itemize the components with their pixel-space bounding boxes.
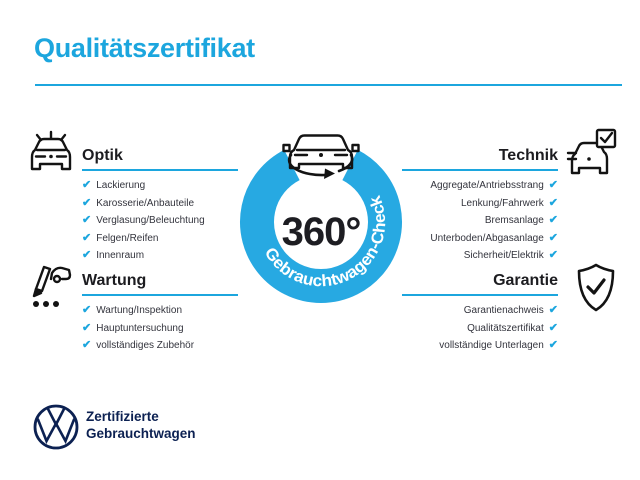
list-item: ✔ Innenraum: [82, 247, 302, 265]
check-icon: ✔: [82, 321, 92, 334]
item-label: Garantienachweis: [463, 305, 544, 317]
page-title: Qualitätszertifikat: [34, 33, 255, 63]
check-icon: ✔: [548, 214, 558, 227]
shield-check-icon: [574, 262, 618, 314]
car-rotate-icon: [282, 134, 360, 179]
list-item: Lenkung/Fahrwerk ✔: [340, 195, 558, 213]
section-header-optik: Optik: [82, 147, 238, 171]
check-icon: ✔: [548, 339, 558, 352]
section-label-technik: Technik: [498, 147, 558, 164]
garantie-item-list: Garantienachweis ✔ Qualitätszertifikat ✔ v…: [340, 302, 558, 355]
item-label: Aggregate/Antriebsstrang: [430, 180, 544, 192]
list-item: Aggregate/Antriebsstrang ✔: [340, 177, 558, 195]
item-label: Sicherheit/Elektrik: [463, 250, 544, 262]
list-item: ✔ Lackierung: [82, 177, 302, 195]
list-item: ✔ Karosserie/Anbauteile: [82, 195, 302, 213]
list-item: ✔ Hauptuntersuchung: [82, 320, 302, 338]
check-icon: ✔: [82, 339, 92, 352]
list-item: Bremsanlage ✔: [340, 212, 558, 230]
section-header-technik: Technik: [402, 147, 558, 171]
list-item: ✔ Wartung/Inspektion: [82, 302, 302, 320]
item-label: Wartung/Inspektion: [96, 305, 183, 317]
footer-brand-line2: Gebrauchtwagen: [86, 426, 196, 441]
item-label: Lenkung/Fahrwerk: [460, 197, 544, 209]
technik-item-list: Aggregate/Antriebsstrang ✔ Lenkung/Fahrwe…: [340, 177, 558, 265]
section-header-garantie: Garantie: [402, 272, 558, 296]
section-label-wartung: Wartung: [82, 272, 147, 289]
item-label: Innenraum: [96, 250, 145, 262]
list-item: ✔ Felgen/Reifen: [82, 230, 302, 248]
list-item: vollständige Unterlagen ✔: [340, 337, 558, 355]
check-icon: ✔: [548, 249, 558, 262]
check-icon: ✔: [548, 321, 558, 334]
item-label: Hauptuntersuchung: [96, 322, 184, 334]
check-icon: ✔: [82, 231, 92, 244]
check-icon: ✔: [548, 196, 558, 209]
item-label: Verglasung/Beleuchtung: [96, 215, 205, 227]
item-label: Felgen/Reifen: [96, 232, 159, 244]
item-label: Unterboden/Abgasanlage: [430, 232, 544, 244]
section-header-wartung: Wartung: [82, 272, 238, 296]
wartung-item-list: ✔ Wartung/Inspektion ✔ Hauptuntersuchung ✔…: [82, 302, 302, 355]
footer-brand-line1: Zertifizierte: [86, 409, 159, 424]
check-icon: ✔: [548, 231, 558, 244]
footer-brand-text: Zertifizierte Gebrauchtwagen: [86, 408, 196, 442]
car-checkbox-icon: [566, 127, 618, 177]
list-item: ✔ Verglasung/Beleuchtung: [82, 212, 302, 230]
check-icon: ✔: [548, 179, 558, 192]
item-label: vollständige Unterlagen: [439, 340, 544, 352]
check-icon: ✔: [82, 214, 92, 227]
optik-item-list: ✔ Lackierung ✔ Karosserie/Anbauteile ✔ Verg…: [82, 177, 302, 265]
ring-arc: [240, 149, 402, 303]
check-icon: ✔: [82, 304, 92, 317]
check-icon: ✔: [82, 179, 92, 192]
list-item: Garantienachweis ✔: [340, 302, 558, 320]
section-label-garantie: Garantie: [493, 272, 558, 289]
service-pen-car-icon: [26, 258, 72, 312]
item-label: Lackierung: [96, 180, 146, 192]
vw-logo: [32, 403, 80, 451]
item-label: Karosserie/Anbauteile: [96, 197, 195, 209]
list-item: ✔ vollständiges Zubehör: [82, 337, 302, 355]
check-icon: ✔: [82, 249, 92, 262]
check-icon: ✔: [548, 304, 558, 317]
item-label: Bremsanlage: [484, 215, 544, 227]
section-label-optik: Optik: [82, 147, 123, 164]
list-item: Unterboden/Abgasanlage ✔: [340, 230, 558, 248]
item-label: vollständiges Zubehör: [96, 340, 195, 352]
center-360-label: 360°: [282, 210, 361, 254]
list-item: Qualitätszertifikat ✔: [340, 320, 558, 338]
title-divider: [35, 84, 622, 86]
item-label: Qualitätszertifikat: [467, 322, 544, 334]
check-icon: ✔: [82, 196, 92, 209]
list-item: Sicherheit/Elektrik ✔: [340, 247, 558, 265]
car-shine-icon: [27, 127, 75, 177]
center-360-ring: Gebrauchtwagen-Check 360°: [220, 118, 425, 325]
